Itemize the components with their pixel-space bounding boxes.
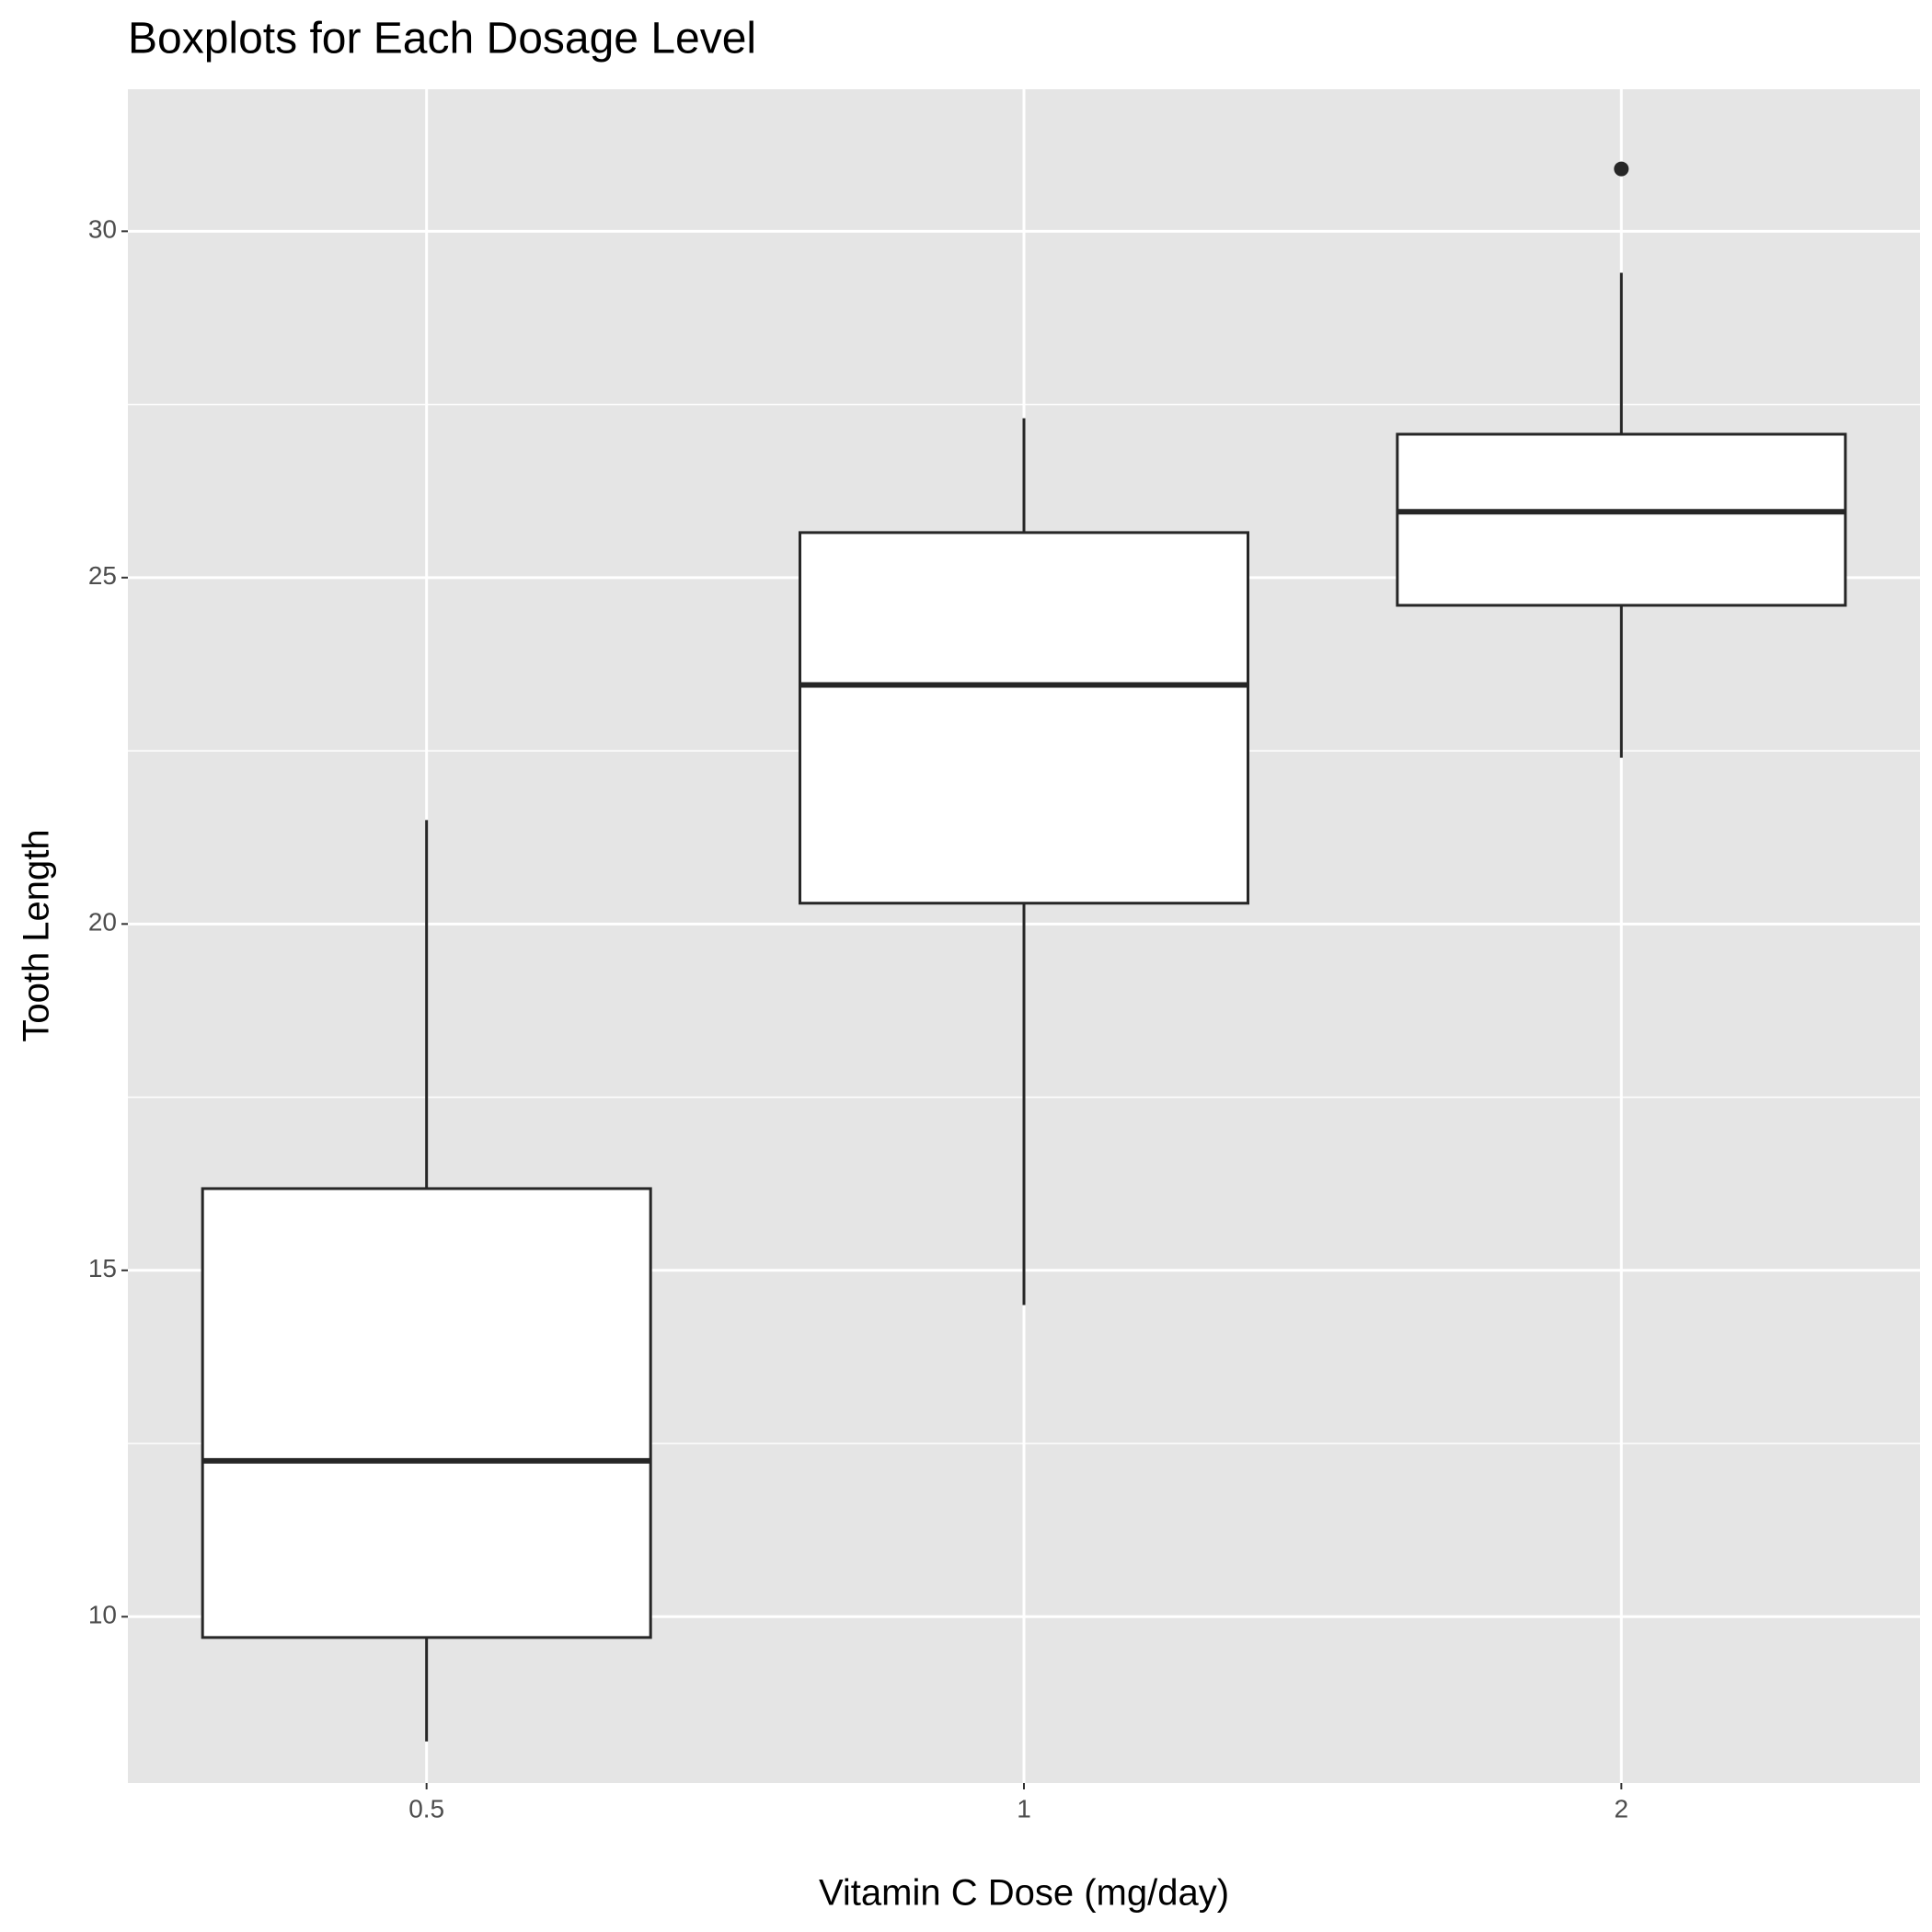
box (799, 531, 1249, 905)
y-axis-title: Tooth Length (17, 829, 57, 1041)
y-tick-label: 25 (88, 561, 117, 590)
x-tick-label: 1 (1017, 1794, 1031, 1823)
y-tick-label: 20 (88, 908, 117, 937)
outlier (1614, 161, 1629, 177)
y-tick-label: 10 (88, 1601, 117, 1629)
y-tick-label: 15 (88, 1254, 117, 1282)
x-tick-label: 0.5 (408, 1794, 444, 1823)
y-tick-label: 30 (88, 215, 117, 244)
chart-title: Boxplots for Each Dosage Level (128, 15, 756, 63)
box (1396, 432, 1847, 607)
x-tick-label: 2 (1615, 1794, 1629, 1823)
x-axis-title: Vitamin C Dose (mg/day) (819, 1873, 1229, 1914)
box (201, 1187, 652, 1639)
